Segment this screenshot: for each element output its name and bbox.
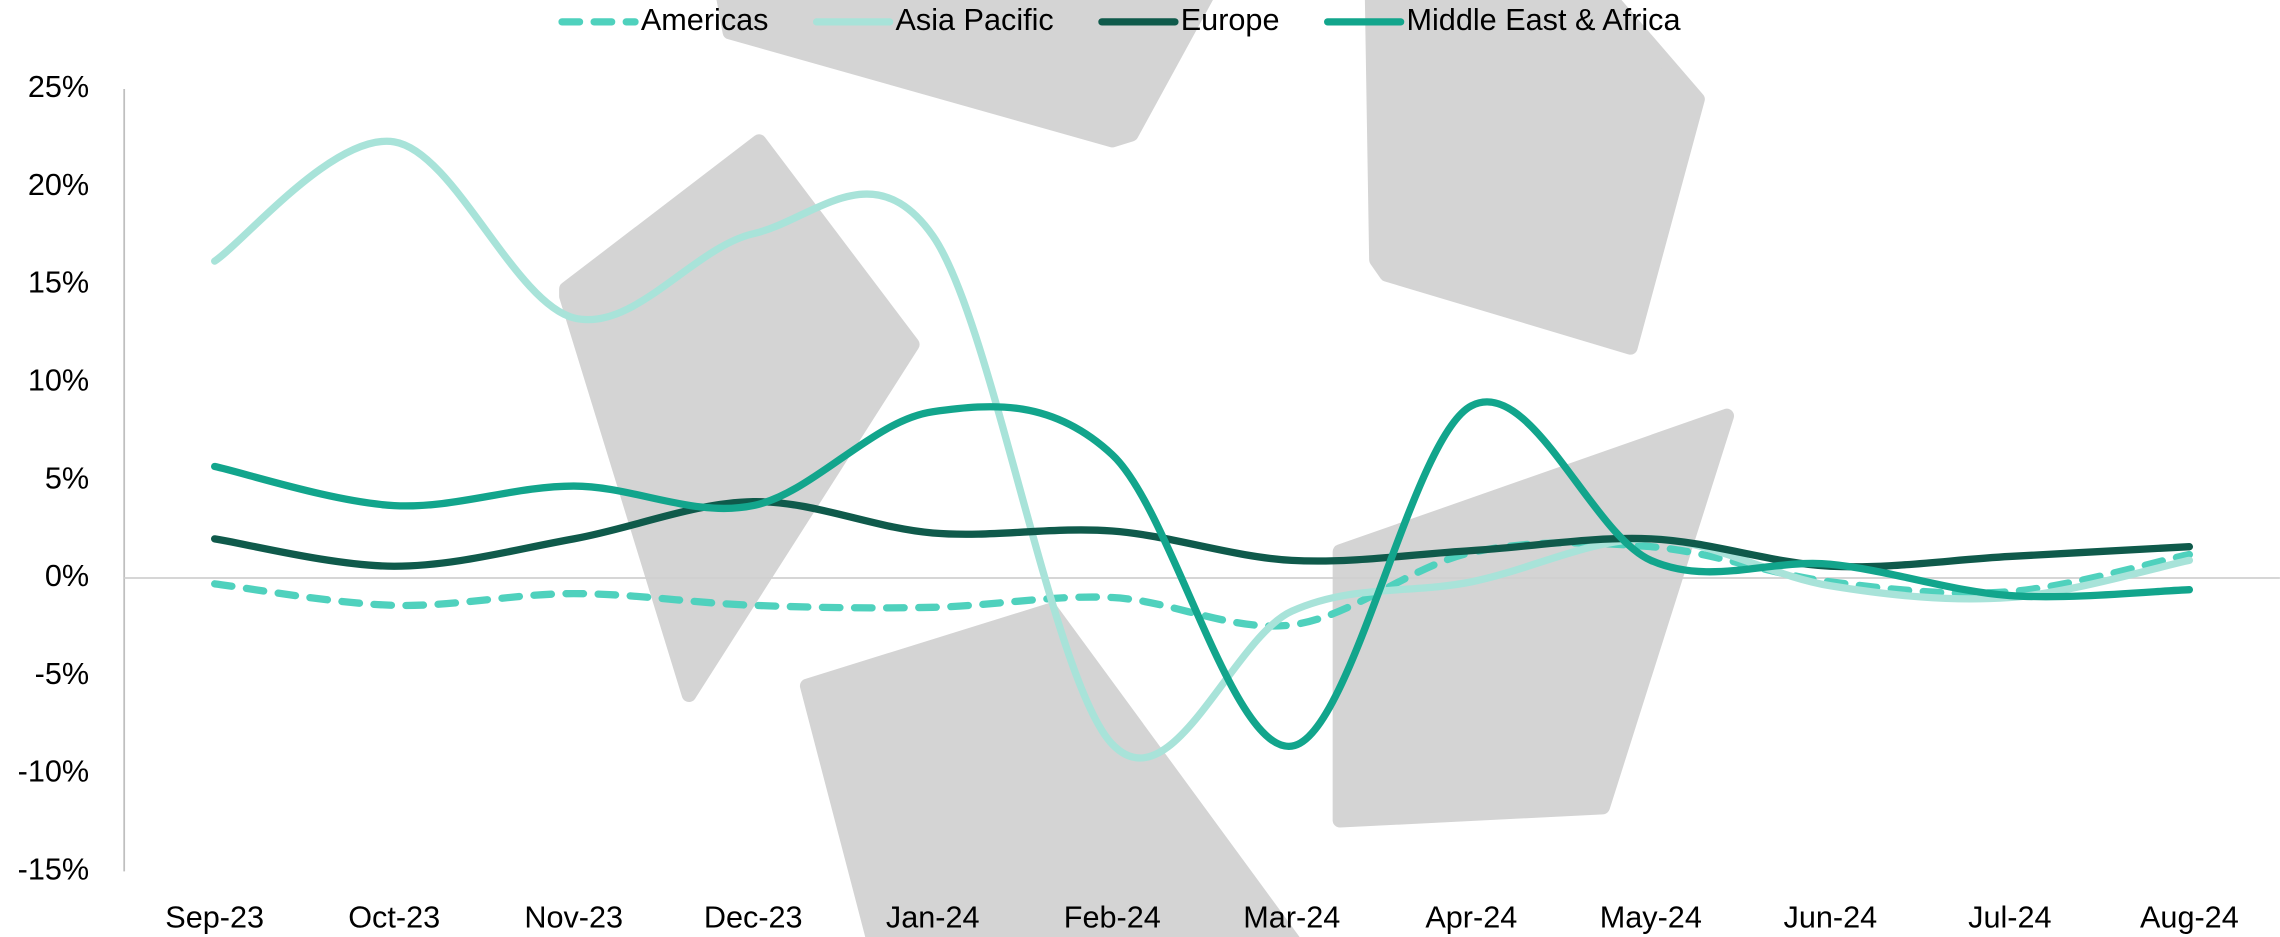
legend-label: Asia Pacific (895, 3, 1053, 37)
y-tick-label: 15% (28, 266, 89, 300)
y-tick-label: 20% (28, 168, 89, 202)
watermark-shape (1332, 408, 1735, 828)
watermark (559, 0, 1735, 937)
legend-label: Americas (641, 3, 769, 37)
series-line (211, 137, 2194, 762)
watermark-shape (559, 134, 920, 703)
x-tick-label: Sep-23 (165, 901, 264, 935)
watermark-shape (799, 602, 1300, 937)
series-line (211, 498, 2194, 571)
x-tick-label: Feb-24 (1064, 901, 1161, 935)
x-tick-label: Mar-24 (1243, 901, 1340, 935)
x-tick-label: Aug-24 (2140, 901, 2239, 935)
series-line (211, 398, 2194, 750)
x-tick-label: May-24 (1600, 901, 1702, 935)
x-tick-label: Oct-23 (348, 901, 440, 935)
y-tick-label: -10% (18, 755, 90, 789)
watermark-shape (716, 0, 1213, 148)
y-tick-label: 5% (45, 461, 89, 495)
y-tick-label: 25% (28, 70, 89, 104)
x-tick-label: Nov-23 (524, 901, 623, 935)
y-tick-label: -5% (35, 657, 89, 691)
x-tick-label: Apr-24 (1425, 901, 1517, 935)
x-tick-label: Dec-23 (704, 901, 803, 935)
watermark-shape (1364, 0, 1705, 355)
series-line (211, 539, 2194, 630)
x-tick-label: Jul-24 (1968, 901, 2051, 935)
y-tick-label: 0% (45, 559, 89, 593)
y-tick-label: 10% (28, 363, 89, 397)
y-tick-label: -15% (18, 852, 90, 886)
legend-label: Europe (1181, 3, 1280, 37)
legend-label: Middle East & Africa (1406, 3, 1681, 37)
x-tick-label: Jun-24 (1784, 901, 1878, 935)
x-tick-label: Jan-24 (886, 901, 980, 935)
